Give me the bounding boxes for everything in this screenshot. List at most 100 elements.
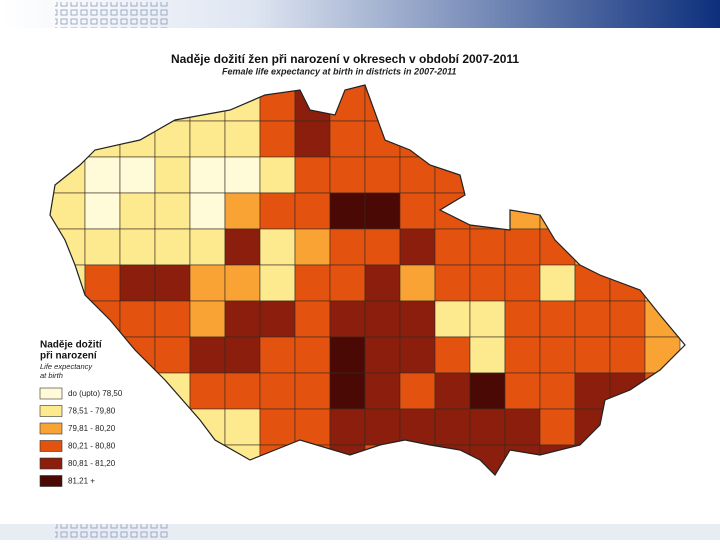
district xyxy=(50,264,86,302)
district xyxy=(329,120,366,158)
district xyxy=(399,336,436,374)
district xyxy=(644,228,681,266)
district xyxy=(469,264,506,302)
legend-swatch xyxy=(39,440,63,452)
district xyxy=(364,444,401,475)
district xyxy=(574,192,611,230)
district xyxy=(574,336,611,374)
district xyxy=(504,156,541,194)
district xyxy=(294,228,331,266)
district xyxy=(84,120,121,158)
district xyxy=(469,120,506,158)
district xyxy=(224,228,261,266)
legend-label: 80,21 - 80,80 xyxy=(68,442,116,451)
district xyxy=(154,192,191,230)
district xyxy=(154,372,191,410)
district xyxy=(644,192,681,230)
district xyxy=(504,300,541,338)
district xyxy=(504,336,541,374)
district xyxy=(364,336,401,374)
district xyxy=(574,300,611,338)
district xyxy=(574,264,611,302)
district xyxy=(84,300,121,338)
district xyxy=(259,85,296,122)
district xyxy=(539,336,576,374)
district xyxy=(154,408,191,446)
district xyxy=(539,156,576,194)
district xyxy=(364,300,401,338)
legend-swatch xyxy=(39,475,63,487)
district xyxy=(539,85,576,122)
district xyxy=(364,408,401,446)
legend-subtitle: Life expectancy xyxy=(40,362,93,371)
district xyxy=(154,444,191,475)
legend-title: Naděje dožití xyxy=(40,340,103,351)
legend-label: 79,81 - 80,20 xyxy=(68,424,116,433)
district xyxy=(119,156,156,194)
district xyxy=(259,264,296,302)
district xyxy=(574,85,611,122)
district xyxy=(469,336,506,374)
district xyxy=(84,156,121,194)
district xyxy=(469,372,506,410)
district xyxy=(329,300,366,338)
district xyxy=(609,192,646,230)
district xyxy=(469,300,506,338)
legend-title: při narození xyxy=(40,351,98,362)
district xyxy=(399,120,436,158)
district xyxy=(329,228,366,266)
district xyxy=(364,156,401,194)
district xyxy=(84,264,121,302)
district xyxy=(609,85,646,122)
district xyxy=(119,120,156,158)
district xyxy=(504,228,541,266)
legend-swatch xyxy=(39,457,63,470)
district xyxy=(644,408,681,446)
district xyxy=(294,444,331,475)
district xyxy=(224,300,261,338)
district xyxy=(329,408,366,446)
district xyxy=(119,336,156,374)
legend-swatch xyxy=(39,387,63,400)
district xyxy=(539,264,576,302)
district xyxy=(189,264,226,302)
district xyxy=(399,192,436,230)
district xyxy=(434,85,471,122)
district xyxy=(224,85,261,122)
district xyxy=(539,372,576,410)
district xyxy=(364,192,401,230)
district xyxy=(574,120,611,158)
district xyxy=(504,264,541,302)
district xyxy=(189,300,226,338)
district xyxy=(259,444,296,475)
district xyxy=(644,85,681,122)
district xyxy=(434,300,471,338)
district xyxy=(50,300,86,338)
district xyxy=(574,444,611,475)
footer-pattern xyxy=(55,524,170,540)
district xyxy=(644,372,681,410)
district xyxy=(189,372,226,410)
district xyxy=(469,85,506,122)
map-title: Naděje dožití žen při narození v okresec… xyxy=(171,52,519,66)
district xyxy=(189,85,226,122)
district xyxy=(224,372,261,410)
legend-subtitle: at birth xyxy=(40,371,63,380)
district xyxy=(294,408,331,446)
district xyxy=(189,444,226,475)
district xyxy=(189,156,226,194)
district xyxy=(224,120,261,158)
district xyxy=(329,192,366,230)
district xyxy=(259,120,296,158)
district xyxy=(644,300,681,338)
district xyxy=(364,228,401,266)
district xyxy=(469,192,506,230)
district xyxy=(294,336,331,374)
district xyxy=(50,192,86,230)
district xyxy=(399,264,436,302)
district xyxy=(329,372,366,410)
district xyxy=(154,85,191,122)
district xyxy=(119,408,156,446)
district xyxy=(294,264,331,302)
district xyxy=(154,264,191,302)
